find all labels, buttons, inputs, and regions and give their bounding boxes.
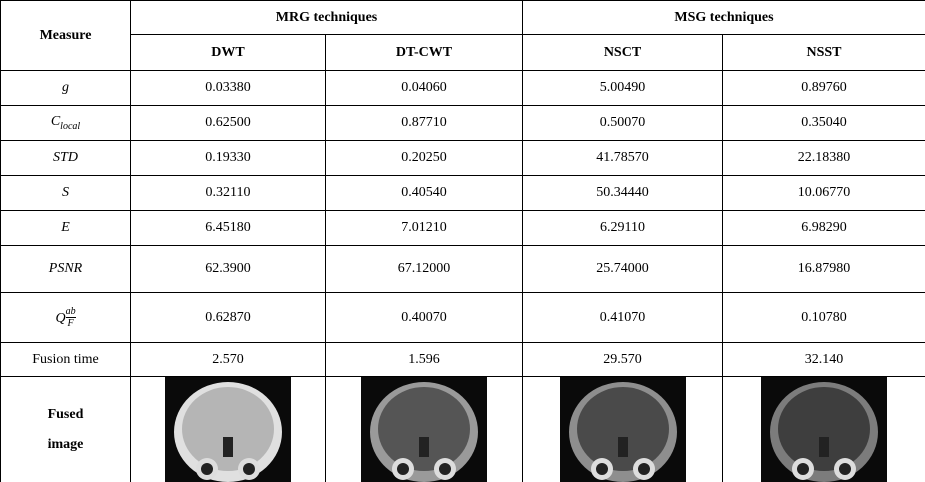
math-symbol: S	[62, 185, 69, 201]
row-symbol: STD	[1, 141, 131, 176]
row-symbol: S	[1, 176, 131, 211]
group-header: MSG techniques	[523, 1, 925, 35]
value-cell: 10.06770	[723, 176, 925, 211]
image-cell	[723, 377, 925, 482]
value-cell: 6.29110	[523, 211, 723, 246]
symbol-base: STD	[53, 150, 78, 165]
value-cell: 1.596	[326, 343, 523, 377]
value-cell: 29.570	[523, 343, 723, 377]
image-cell	[523, 377, 723, 482]
symbol-base: E	[61, 220, 70, 235]
math-symbol: Clocal	[51, 114, 80, 132]
math-symbol: g	[62, 80, 69, 96]
value-cell: 0.40540	[326, 176, 523, 211]
value-cell: 0.87710	[326, 106, 523, 141]
symbol-base: S	[62, 185, 69, 200]
value-cell: 0.19330	[131, 141, 326, 176]
row-symbol: Clocal	[1, 106, 131, 141]
value-cell: 6.98290	[723, 211, 925, 246]
value-cell: 0.40070	[326, 293, 523, 343]
symbol-base: C	[51, 114, 60, 129]
group-header: MRG techniques	[131, 1, 523, 35]
method-header: DWT	[131, 35, 326, 71]
row-symbol: PSNR	[1, 246, 131, 293]
value-cell: 0.41070	[523, 293, 723, 343]
image-cell	[326, 377, 523, 482]
comparison-table: MeasureMRG techniquesMSG techniques DWTDT…	[0, 0, 925, 482]
math-symbol: STD	[53, 150, 78, 166]
symbol-sub: F	[66, 318, 76, 329]
method-header: NSCT	[523, 35, 723, 71]
value-cell: 0.62500	[131, 106, 326, 141]
symbol-sup: ab	[66, 306, 76, 318]
method-header: NSST	[723, 35, 925, 71]
method-header: DT-CWT	[326, 35, 523, 71]
symbol-base: PSNR	[49, 261, 82, 276]
value-cell: 16.87980	[723, 246, 925, 293]
value-cell: 0.62870	[131, 293, 326, 343]
value-cell: 5.00490	[523, 71, 723, 106]
fused-image	[560, 377, 686, 482]
value-cell: 7.01210	[326, 211, 523, 246]
value-cell: 0.20250	[326, 141, 523, 176]
fused-image	[761, 377, 887, 482]
value-cell: 32.140	[723, 343, 925, 377]
math-symbol: E	[61, 220, 70, 236]
measure-header: Measure	[1, 1, 131, 71]
value-cell: 0.50070	[523, 106, 723, 141]
row-label: Fusion time	[1, 343, 131, 377]
value-cell: 0.04060	[326, 71, 523, 106]
fused-image-label: Fused image	[1, 377, 131, 482]
value-cell: 0.35040	[723, 106, 925, 141]
row-symbol: g	[1, 71, 131, 106]
value-cell: 6.45180	[131, 211, 326, 246]
fused-image	[361, 377, 487, 482]
value-cell: 0.89760	[723, 71, 925, 106]
value-cell: 2.570	[131, 343, 326, 377]
value-cell: 0.32110	[131, 176, 326, 211]
value-cell: 62.3900	[131, 246, 326, 293]
symbol-base: g	[62, 80, 69, 95]
value-cell: 41.78570	[523, 141, 723, 176]
value-cell: 50.34440	[523, 176, 723, 211]
value-cell: 25.74000	[523, 246, 723, 293]
value-cell: 22.18380	[723, 141, 925, 176]
image-cell	[131, 377, 326, 482]
row-symbol: E	[1, 211, 131, 246]
fused-image	[165, 377, 291, 482]
symbol-base: Q	[55, 311, 65, 326]
value-cell: 67.12000	[326, 246, 523, 293]
value-cell: 0.10780	[723, 293, 925, 343]
math-symbol: PSNR	[49, 261, 82, 277]
value-cell: 0.03380	[131, 71, 326, 106]
symbol-sub: local	[60, 121, 80, 132]
